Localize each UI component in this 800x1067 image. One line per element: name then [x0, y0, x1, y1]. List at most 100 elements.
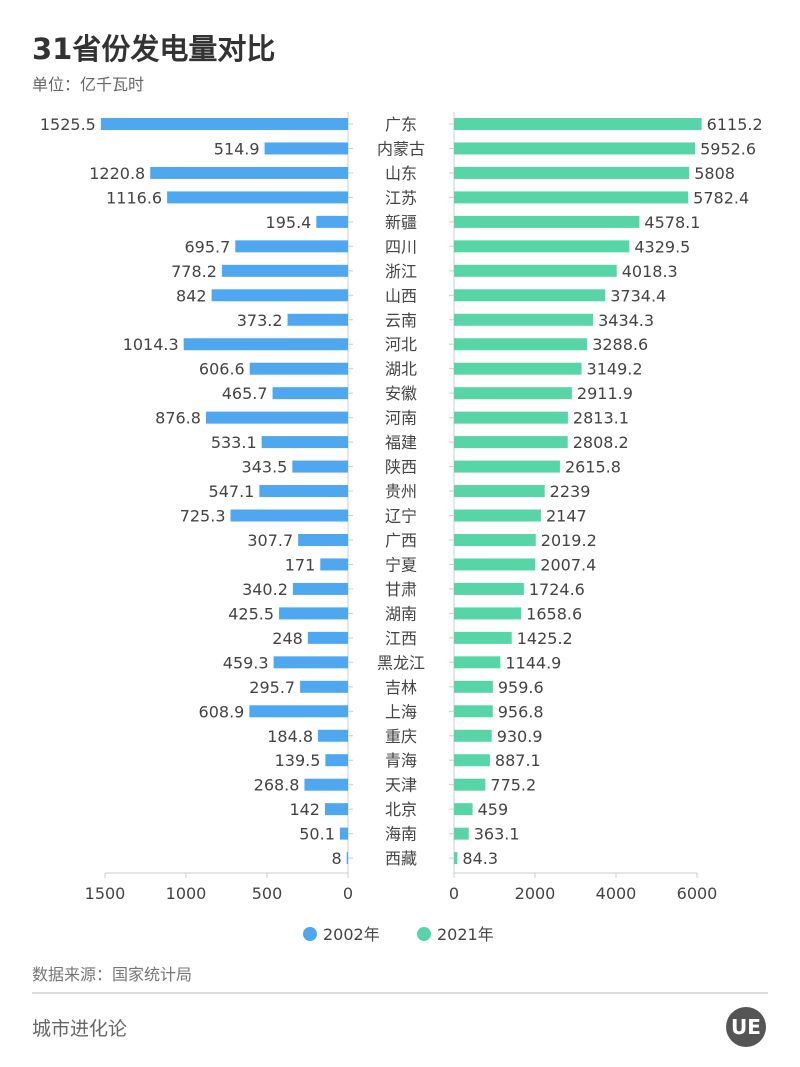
data-source: 数据来源：国家统计局 [32, 965, 193, 984]
value-label-2021: 956.8 [498, 702, 544, 721]
value-label-2002: 876.8 [155, 409, 201, 428]
bar-2002 [339, 827, 348, 840]
page-title: 31省份发电量对比 [32, 32, 276, 66]
bar-2002 [287, 313, 348, 326]
left-tick-label: 0 [343, 884, 353, 903]
value-label-2002: 514.9 [214, 139, 260, 158]
value-label-2021: 5808 [694, 164, 735, 183]
category-label: 山西 [385, 286, 417, 305]
bar-2021 [454, 387, 572, 400]
bar-2002 [273, 656, 348, 669]
category-label: 江西 [385, 629, 417, 648]
bar-2021 [454, 582, 524, 595]
bar-2021 [454, 852, 458, 865]
value-label-2021: 2813.1 [573, 409, 629, 428]
value-label-2002: 307.7 [247, 531, 293, 550]
legend-marker-2002 [303, 927, 317, 941]
category-label: 重庆 [385, 727, 417, 746]
value-label-2002: 50.1 [299, 825, 335, 844]
bar-2021 [454, 289, 606, 302]
category-label: 海南 [385, 825, 417, 844]
value-label-2002: 465.7 [222, 384, 268, 403]
bar-2002 [292, 460, 348, 473]
bar-2021 [454, 460, 560, 473]
value-label-2021: 2019.2 [541, 531, 597, 550]
bar-2021 [454, 411, 568, 424]
bar-2002 [298, 533, 348, 546]
category-label: 西藏 [385, 849, 417, 868]
value-label-2002: 425.5 [228, 604, 274, 623]
value-label-2021: 1144.9 [505, 653, 561, 672]
value-label-2002: 295.7 [249, 678, 295, 697]
bar-2021 [454, 656, 501, 669]
category-label: 吉林 [385, 678, 417, 697]
bar-2002 [307, 631, 348, 644]
legend-label-2021: 2021年 [437, 925, 494, 944]
value-label-2002: 248 [272, 629, 303, 648]
bar-2021 [454, 485, 545, 498]
category-label: 黑龙江 [377, 653, 425, 672]
brand-logo: UE [726, 1007, 766, 1047]
bar-2002 [279, 607, 348, 620]
category-label: 宁夏 [385, 555, 417, 574]
bar-2002 [100, 118, 348, 130]
bar-2021 [454, 509, 541, 522]
bar-2002 [324, 803, 348, 816]
bar-2002 [205, 411, 348, 424]
category-label: 福建 [385, 433, 417, 452]
value-label-2002: 268.8 [254, 776, 300, 795]
bar-2002 [249, 362, 348, 375]
divider [32, 992, 768, 994]
value-label-2021: 2007.4 [540, 555, 596, 574]
value-label-2002: 139.5 [275, 751, 321, 770]
legend-label-2002: 2002年 [323, 925, 380, 944]
bar-2021 [454, 803, 473, 816]
bar-2002 [304, 778, 348, 791]
legend-marker-2021 [417, 927, 431, 941]
bar-2002 [346, 852, 348, 865]
value-label-2021: 3434.3 [598, 311, 654, 330]
bar-2021 [454, 240, 630, 253]
category-label: 辽宁 [385, 507, 417, 526]
value-label-2021: 459 [478, 800, 509, 819]
bar-2002 [221, 264, 348, 277]
bar-2002 [316, 215, 348, 228]
bar-2002 [259, 485, 348, 498]
bar-2002 [272, 387, 348, 400]
bar-2021 [454, 827, 469, 840]
category-label: 广西 [385, 531, 417, 550]
left-tick-label: 500 [252, 884, 283, 903]
value-label-2021: 3149.2 [587, 360, 643, 379]
right-tick-label: 0 [449, 884, 459, 903]
category-label: 新疆 [385, 213, 417, 232]
bar-2002 [150, 166, 348, 179]
bar-2002 [264, 142, 348, 155]
value-label-2002: 195.4 [266, 213, 312, 232]
value-label-2021: 1425.2 [517, 629, 573, 648]
category-label: 山东 [385, 164, 417, 183]
category-label: 青海 [385, 751, 417, 770]
value-label-2021: 3734.4 [610, 286, 666, 305]
value-label-2002: 1014.3 [123, 335, 179, 354]
bar-2021 [454, 729, 492, 742]
value-label-2021: 2615.8 [565, 458, 621, 477]
value-label-2002: 608.9 [199, 702, 245, 721]
value-label-2021: 4018.3 [622, 262, 678, 281]
value-label-2002: 171 [285, 555, 316, 574]
category-label: 陕西 [385, 458, 417, 477]
value-label-2021: 2239 [550, 482, 591, 501]
bar-2002 [318, 729, 348, 742]
bar-2021 [454, 436, 568, 449]
value-label-2021: 2147 [546, 507, 587, 526]
value-label-2002: 606.6 [199, 360, 245, 379]
value-label-2021: 3288.6 [592, 335, 648, 354]
bar-2002 [167, 191, 348, 204]
bar-2002 [320, 558, 348, 571]
value-label-2021: 930.9 [497, 727, 543, 746]
value-label-2002: 547.1 [209, 482, 255, 501]
value-label-2021: 959.6 [498, 678, 544, 697]
right-tick-label: 6000 [677, 884, 718, 903]
value-label-2002: 695.7 [184, 237, 230, 256]
right-tick-label: 4000 [596, 884, 637, 903]
category-label: 北京 [385, 800, 417, 819]
